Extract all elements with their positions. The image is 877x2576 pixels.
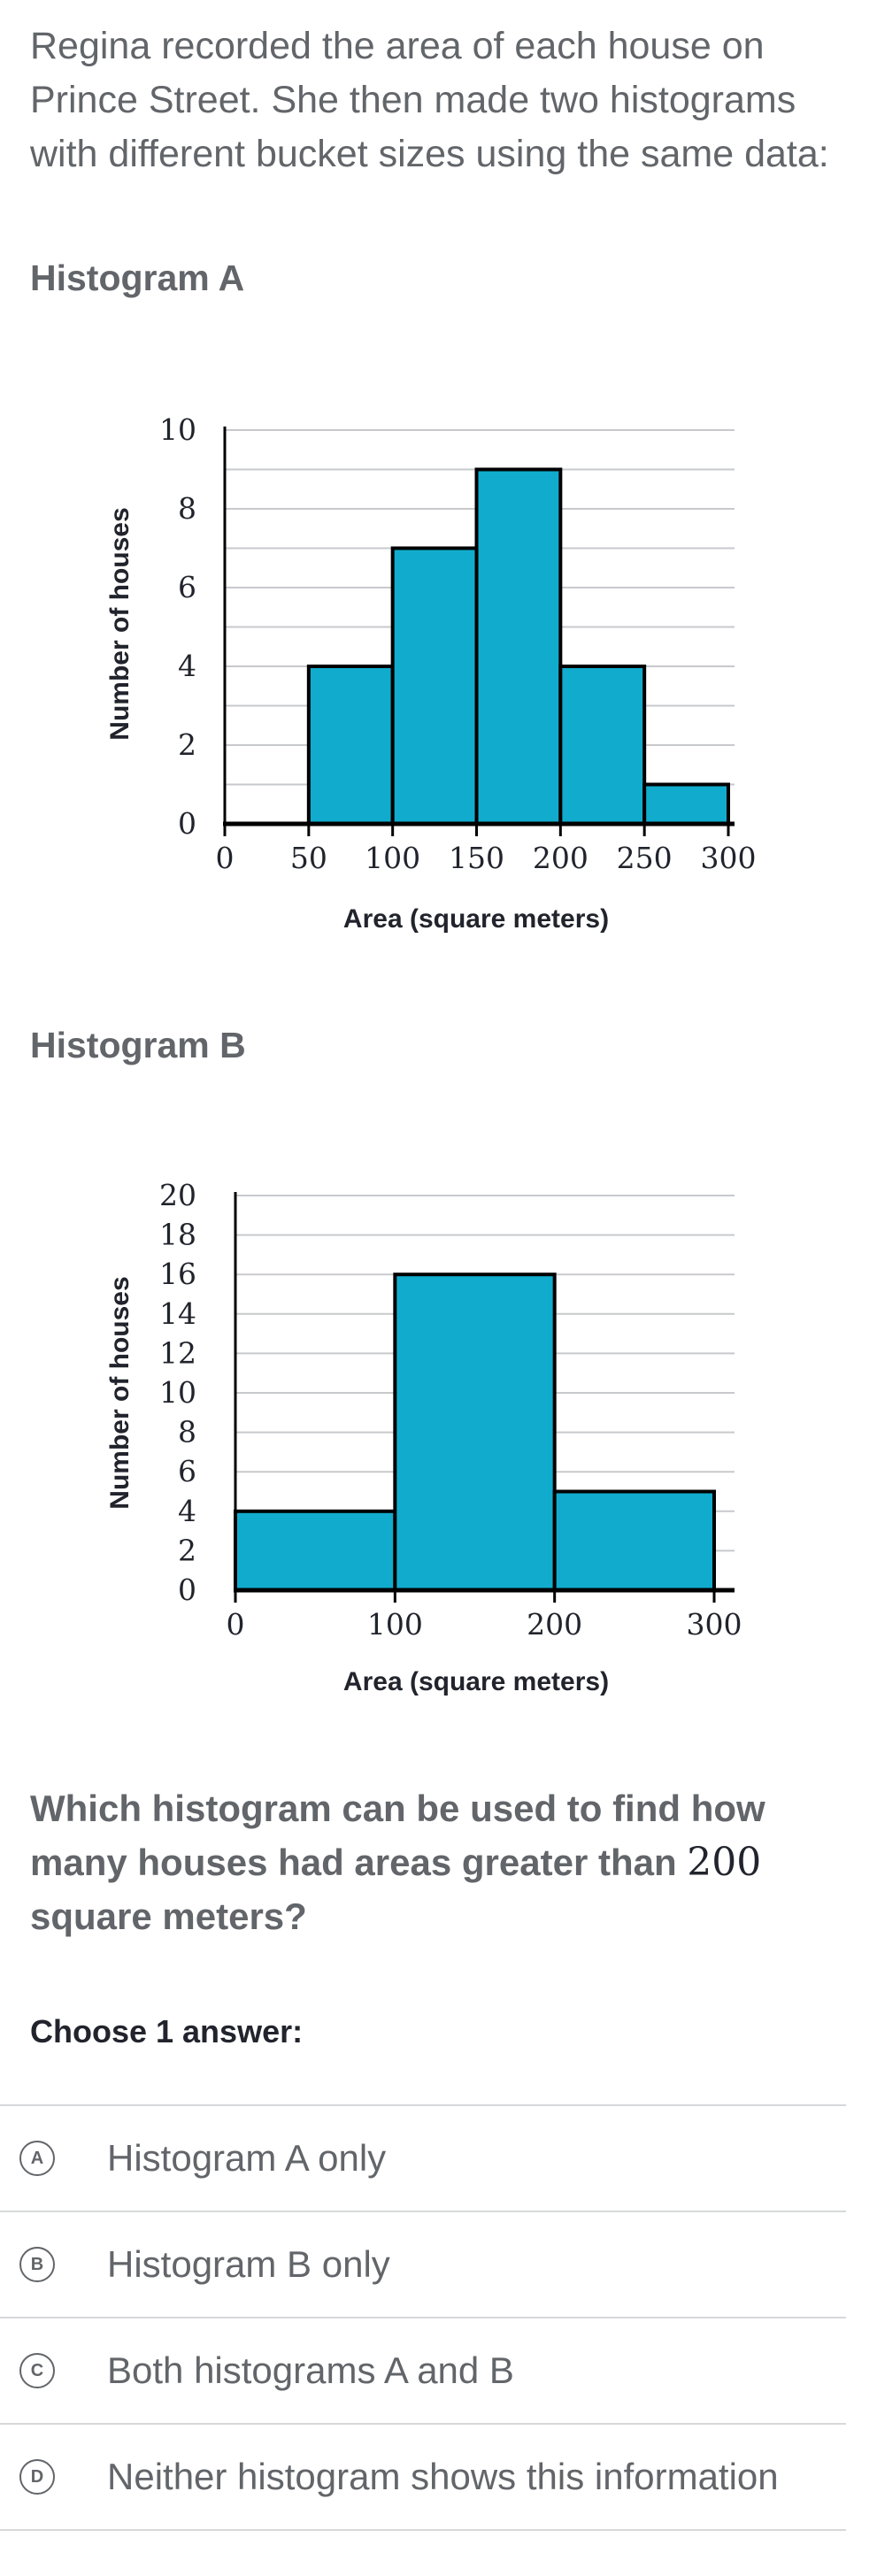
choice-d-letter-icon: D bbox=[19, 2459, 55, 2495]
choice-b[interactable]: B Histogram B only bbox=[0, 2211, 846, 2317]
question-text-after: square meters? bbox=[30, 1895, 307, 1937]
histogram-b-y-axis-title: Number of houses bbox=[105, 1276, 135, 1509]
choice-d[interactable]: D Neither histogram shows this informati… bbox=[0, 2423, 846, 2531]
histogram-b-x-axis-title: Area (square meters) bbox=[343, 1667, 609, 1696]
histogram-a-bar bbox=[642, 782, 731, 826]
histogram-b-y-tick-label: 12 bbox=[159, 1335, 196, 1370]
histogram-a-y-tick-label: 10 bbox=[159, 412, 196, 447]
histogram-a-bar bbox=[558, 665, 647, 826]
histogram-b-x-tick-label: 300 bbox=[687, 1607, 742, 1642]
choice-b-letter-icon: B bbox=[19, 2247, 55, 2282]
histogram-a-x-tick-label: 250 bbox=[617, 841, 673, 875]
histogram-b-x-tick-label: 0 bbox=[227, 1607, 245, 1642]
histogram-a-x-tick-label: 200 bbox=[533, 841, 589, 875]
histogram-b-y-tick-label: 20 bbox=[159, 1178, 196, 1212]
choice-b-text: Histogram B only bbox=[107, 2243, 390, 2285]
choice-a[interactable]: A Histogram A only bbox=[0, 2104, 846, 2211]
choice-a-text: Histogram A only bbox=[107, 2137, 387, 2179]
histogram-a-x-tick-label: 100 bbox=[365, 841, 420, 875]
histogram-b-x-tick-label: 100 bbox=[367, 1607, 423, 1642]
problem-intro: Regina recorded the area of each house o… bbox=[30, 25, 829, 175]
histogram-b-y-tick-label: 0 bbox=[178, 1573, 196, 1607]
choice-c[interactable]: C Both histograms A and B bbox=[0, 2317, 846, 2423]
histogram-a-x-tick-label: 0 bbox=[216, 841, 235, 875]
histogram-b-y-tick-label: 6 bbox=[178, 1454, 196, 1488]
histogram-b-bar bbox=[234, 1509, 397, 1593]
choice-a-letter-icon: A bbox=[19, 2141, 55, 2176]
histogram-b-y-tick-label: 14 bbox=[159, 1296, 196, 1331]
histogram-a-heading: Histogram A bbox=[30, 258, 245, 298]
choice-c-text: Both histograms A and B bbox=[107, 2349, 514, 2391]
histogram-a-y-tick-label: 8 bbox=[178, 491, 196, 526]
histogram-b-bar bbox=[393, 1273, 557, 1592]
answer-choices: A Histogram A only B Histogram B only C … bbox=[0, 2104, 846, 2531]
histogram-a-y-tick-label: 2 bbox=[178, 727, 196, 762]
choose-label: Choose 1 answer: bbox=[30, 2013, 304, 2049]
choice-d-text: Neither histogram shows this information bbox=[107, 2456, 779, 2497]
histogram-a-y-tick-label: 0 bbox=[178, 806, 196, 841]
histogram-a-y-tick-label: 4 bbox=[178, 649, 196, 683]
choice-c-letter-icon: C bbox=[19, 2353, 55, 2388]
histogram-b-chart: 0 100 200 300 0 2 4 6 8 10 12 14 16 18 20 Area (square … bbox=[105, 1178, 742, 1696]
histogram-b-y-tick-label: 18 bbox=[159, 1218, 196, 1252]
histogram-b-y-tick-label: 16 bbox=[159, 1257, 196, 1291]
question-text: Which histogram can be used to find how … bbox=[30, 1781, 844, 1943]
histogram-b-x-tick-label: 200 bbox=[527, 1607, 582, 1642]
question-text-before: Which histogram can be used to find how … bbox=[30, 1788, 765, 1883]
histogram-a-y-tick-label: 6 bbox=[178, 570, 196, 604]
histogram-a-y-axis-title: Number of houses bbox=[105, 507, 135, 740]
histogram-a-x-tick-label: 50 bbox=[290, 841, 327, 875]
histogram-b-y-tick-label: 10 bbox=[159, 1375, 196, 1410]
histogram-b-y-tick-label: 2 bbox=[178, 1533, 196, 1567]
histogram-b-y-tick-label: 4 bbox=[178, 1494, 196, 1528]
histogram-b-bar bbox=[552, 1489, 717, 1592]
histogram-b-heading: Histogram B bbox=[30, 1025, 246, 1065]
histogram-a-x-axis-title: Area (square meters) bbox=[343, 904, 609, 934]
histogram-b-y-tick-label: 8 bbox=[178, 1415, 196, 1449]
question-number: 200 bbox=[687, 1840, 762, 1885]
histogram-a-chart: 0 50 100 150 200 250 300 0 2 4 6 8 10 Area (square me… bbox=[105, 412, 757, 934]
histogram-a-x-tick-label: 150 bbox=[449, 841, 504, 875]
histogram-a-x-tick-label: 300 bbox=[701, 841, 757, 875]
